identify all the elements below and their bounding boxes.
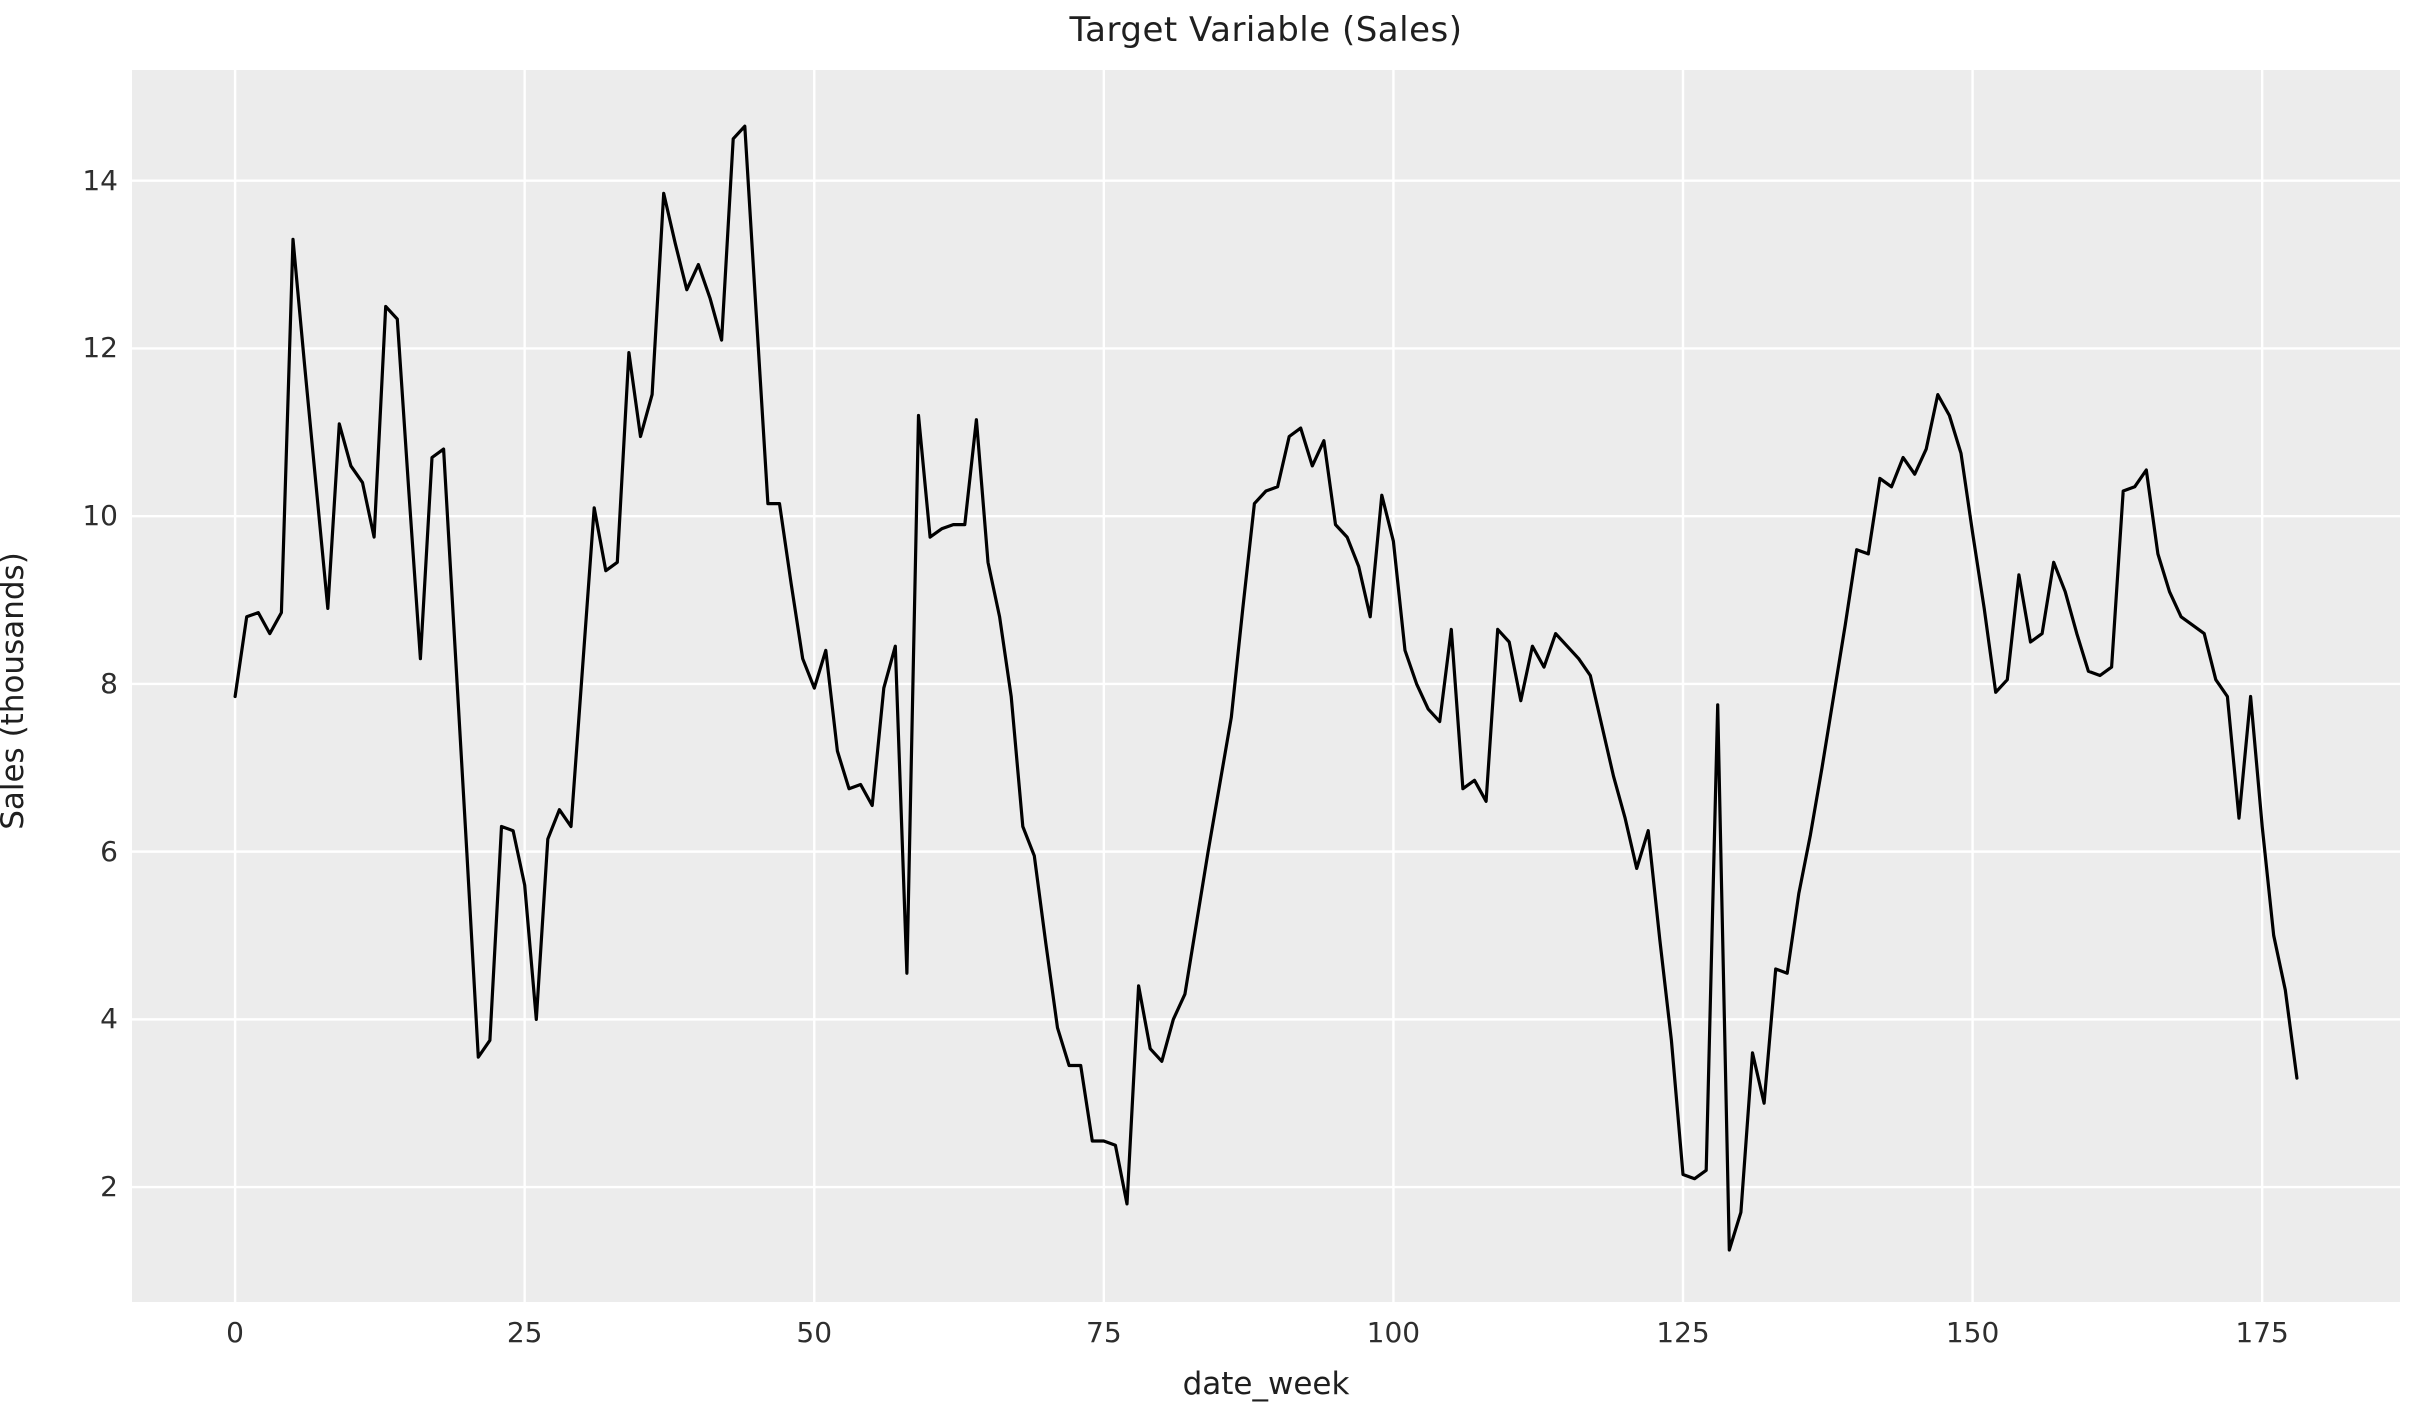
- x-tick-label: 75: [1086, 1316, 1122, 1349]
- y-tick-label: 6: [100, 834, 118, 868]
- chart-title: Target Variable (Sales): [1069, 10, 1463, 50]
- x-tick-label: 175: [2235, 1316, 2289, 1349]
- y-tick-label: 10: [82, 499, 118, 533]
- y-tick-label: 4: [100, 1002, 118, 1036]
- y-tick-label: 8: [100, 666, 118, 700]
- x-tick-label: 50: [796, 1316, 833, 1349]
- y-tick-label: 14: [82, 163, 118, 197]
- y-tick-label: 12: [82, 331, 118, 365]
- x-tick-label: 150: [1945, 1316, 2000, 1349]
- x-tick-label: 125: [1656, 1316, 1710, 1349]
- x-tick-label: 0: [226, 1316, 244, 1349]
- sales-line: [233, 124, 2299, 1252]
- plot-background: [132, 70, 2400, 1302]
- x-tick-label: 100: [1366, 1316, 1421, 1349]
- x-axis-label: date_week: [1182, 1366, 1350, 1402]
- y-tick-label: 2: [100, 1170, 118, 1204]
- x-tick-label: 25: [506, 1316, 543, 1349]
